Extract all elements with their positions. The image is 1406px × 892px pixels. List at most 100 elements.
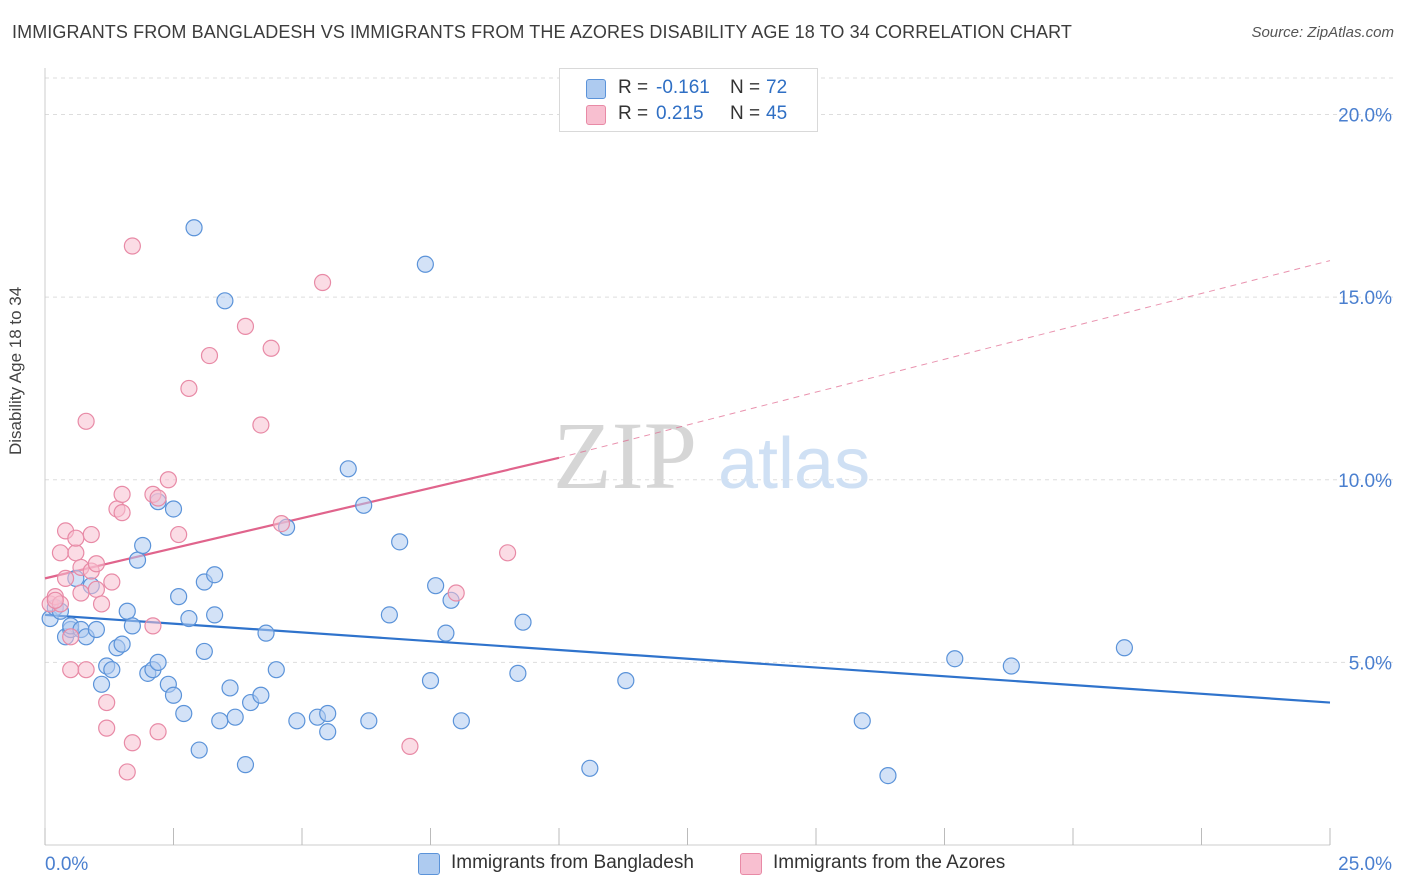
- azores-point: [87, 555, 106, 573]
- azores-point: [272, 514, 291, 533]
- bangladesh-point: [416, 255, 434, 273]
- azores-point: [113, 504, 131, 522]
- bangladesh-point: [149, 653, 167, 671]
- x-tick-label-min: 0.0%: [45, 854, 88, 875]
- bangladesh-point: [195, 642, 213, 661]
- bangladesh-point: [226, 708, 244, 726]
- bangladesh-point: [1002, 657, 1020, 675]
- watermark-atlas: atlas: [718, 424, 870, 504]
- azores-point: [144, 617, 162, 635]
- bangladesh-point: [391, 533, 409, 551]
- legend-r-value: -0.161: [656, 77, 710, 98]
- series-swatch-azores: [740, 853, 762, 875]
- legend-r-value: 0.215: [656, 103, 704, 124]
- azores-point: [87, 580, 106, 598]
- bangladesh-point: [92, 675, 111, 693]
- azores-point: [72, 584, 90, 602]
- azores-point: [159, 471, 177, 489]
- azores-point: [200, 346, 219, 365]
- legend-r-label: R =: [618, 103, 649, 124]
- watermark-zip: ZIP: [553, 402, 697, 509]
- bangladesh-point: [360, 712, 378, 730]
- bangladesh-point: [581, 759, 599, 777]
- bangladesh-point: [319, 723, 337, 741]
- azores-point: [401, 737, 419, 755]
- grid-lines: [45, 77, 1395, 663]
- azores-point: [123, 734, 141, 752]
- x-tick-label-max: 25.0%: [1338, 854, 1392, 875]
- bangladesh-point: [185, 219, 203, 237]
- bangladesh-point: [206, 606, 224, 624]
- azores-point: [149, 489, 167, 507]
- bangladesh-point: [180, 609, 198, 628]
- bangladesh-point: [257, 624, 275, 642]
- legend-n-value: 45: [766, 103, 788, 124]
- series-swatch-bangladesh: [418, 853, 440, 875]
- tick-labels: 5.0% 10.0% 15.0% 20.0% 0.0% 25.0%: [45, 106, 1392, 875]
- azores-point: [447, 584, 465, 602]
- azores-point: [149, 723, 167, 741]
- correlation-legend: R = -0.161 N = 72 R = 0.215 N = 45: [559, 68, 818, 132]
- y-tick-label: 5.0%: [1349, 653, 1392, 674]
- azores-point: [113, 485, 131, 503]
- azores-point: [252, 416, 270, 434]
- azores-point: [56, 569, 75, 587]
- watermark: ZIP atlas: [553, 402, 870, 509]
- bangladesh-point: [221, 679, 239, 697]
- series-label-bangladesh: Immigrants from Bangladesh: [451, 852, 694, 873]
- bangladesh-point: [421, 672, 440, 690]
- bangladesh-point: [288, 712, 306, 730]
- bangladesh-point: [380, 606, 398, 624]
- azores-point: [67, 529, 85, 547]
- y-tick-label: 20.0%: [1338, 106, 1392, 127]
- azores-point: [51, 544, 70, 562]
- bangladesh-point: [190, 741, 208, 759]
- azores-point: [262, 339, 280, 357]
- bangladesh-point: [87, 620, 106, 639]
- azores-point: [180, 379, 198, 398]
- bangladesh-point: [206, 566, 224, 584]
- azores-point: [67, 544, 85, 562]
- azores-point: [236, 317, 255, 335]
- bangladesh-point: [118, 602, 136, 620]
- bangladesh-point: [175, 704, 193, 723]
- bangladesh-point: [252, 686, 270, 704]
- bangladesh-point: [113, 635, 131, 653]
- bangladesh-point: [514, 613, 532, 631]
- azores-point: [123, 237, 141, 255]
- y-axis-label: Disability Age 18 to 34: [6, 286, 25, 455]
- azores-point: [62, 628, 80, 646]
- bangladesh-point: [267, 661, 285, 679]
- bangladesh-point: [123, 617, 141, 635]
- bangladesh-point: [339, 460, 357, 478]
- source-credit: Source: ZipAtlas.com: [1251, 24, 1394, 41]
- bangladesh-point: [128, 551, 147, 569]
- azores-point: [313, 273, 332, 292]
- legend-n-value: 72: [766, 77, 788, 98]
- azores-point: [98, 719, 116, 737]
- bangladesh-point: [319, 704, 337, 723]
- bangladesh-point: [1115, 639, 1134, 657]
- bangladesh-point: [103, 661, 121, 679]
- azores-point: [82, 525, 100, 544]
- bangladesh-point: [170, 588, 188, 606]
- bangladesh-point: [879, 767, 897, 785]
- bangladesh-point: [211, 712, 229, 730]
- bangladesh-point: [236, 756, 255, 774]
- bangladesh-point: [134, 536, 152, 555]
- data-points: [41, 219, 1134, 785]
- chart-title: IMMIGRANTS FROM BANGLADESH VS IMMIGRANTS…: [12, 22, 1072, 42]
- azores-point: [98, 693, 116, 712]
- y-tick-label: 15.0%: [1338, 288, 1392, 309]
- series-label-azores: Immigrants from the Azores: [773, 852, 1006, 873]
- azores-point: [118, 763, 136, 781]
- bangladesh-point: [617, 672, 635, 690]
- azores-point: [170, 525, 188, 544]
- azores-point: [77, 412, 95, 430]
- azores-point: [46, 591, 64, 609]
- legend-n-label: N =: [730, 77, 761, 98]
- bangladesh-point: [164, 500, 183, 518]
- bangladesh-point: [164, 686, 183, 704]
- bangladesh-point: [427, 577, 445, 595]
